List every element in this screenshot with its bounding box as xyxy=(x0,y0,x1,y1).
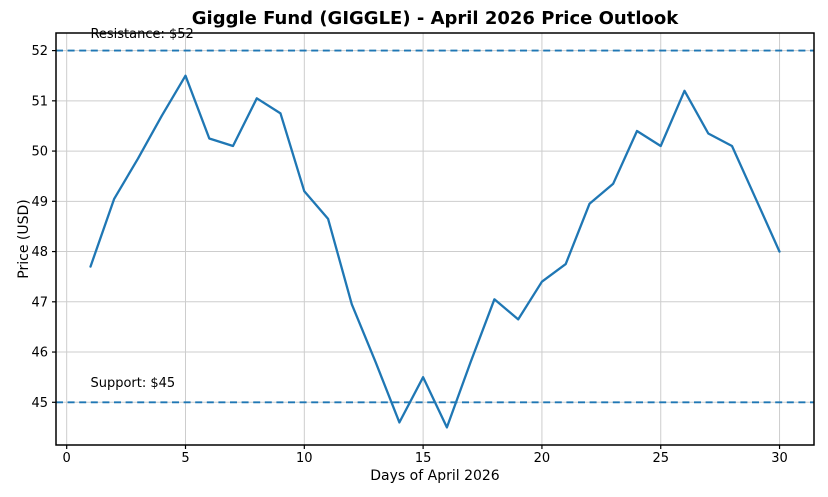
svg-text:5: 5 xyxy=(181,451,189,466)
svg-text:51: 51 xyxy=(31,94,48,109)
plot-border xyxy=(55,32,815,446)
resistance-annotation: Resistance: $52 xyxy=(90,27,193,42)
axis-ticks xyxy=(52,49,781,449)
svg-text:45: 45 xyxy=(31,396,48,411)
svg-text:30: 30 xyxy=(771,451,788,466)
y-axis-label: Price (USD) xyxy=(16,199,32,278)
svg-text:46: 46 xyxy=(31,346,48,361)
svg-text:49: 49 xyxy=(31,195,48,210)
x-axis-label: Days of April 2026 xyxy=(370,468,500,484)
chart-title: Giggle Fund (GIGGLE) - April 2026 Price … xyxy=(192,8,679,29)
y-tick-labels: 45 46 47 48 49 50 51 52 xyxy=(31,44,48,411)
price-line xyxy=(89,74,781,429)
svg-text:48: 48 xyxy=(31,245,48,260)
svg-text:25: 25 xyxy=(652,451,669,466)
x-tick-labels: 0 5 10 15 20 25 30 xyxy=(63,451,788,466)
svg-text:15: 15 xyxy=(415,451,432,466)
svg-text:0: 0 xyxy=(63,451,71,466)
svg-text:20: 20 xyxy=(534,451,551,466)
gridlines xyxy=(56,33,814,445)
svg-text:50: 50 xyxy=(31,145,48,160)
support-annotation: Support: $45 xyxy=(90,376,175,391)
svg-text:47: 47 xyxy=(31,295,48,310)
svg-text:10: 10 xyxy=(296,451,313,466)
support-resistance-lines xyxy=(56,49,814,404)
svg-text:52: 52 xyxy=(31,44,48,59)
